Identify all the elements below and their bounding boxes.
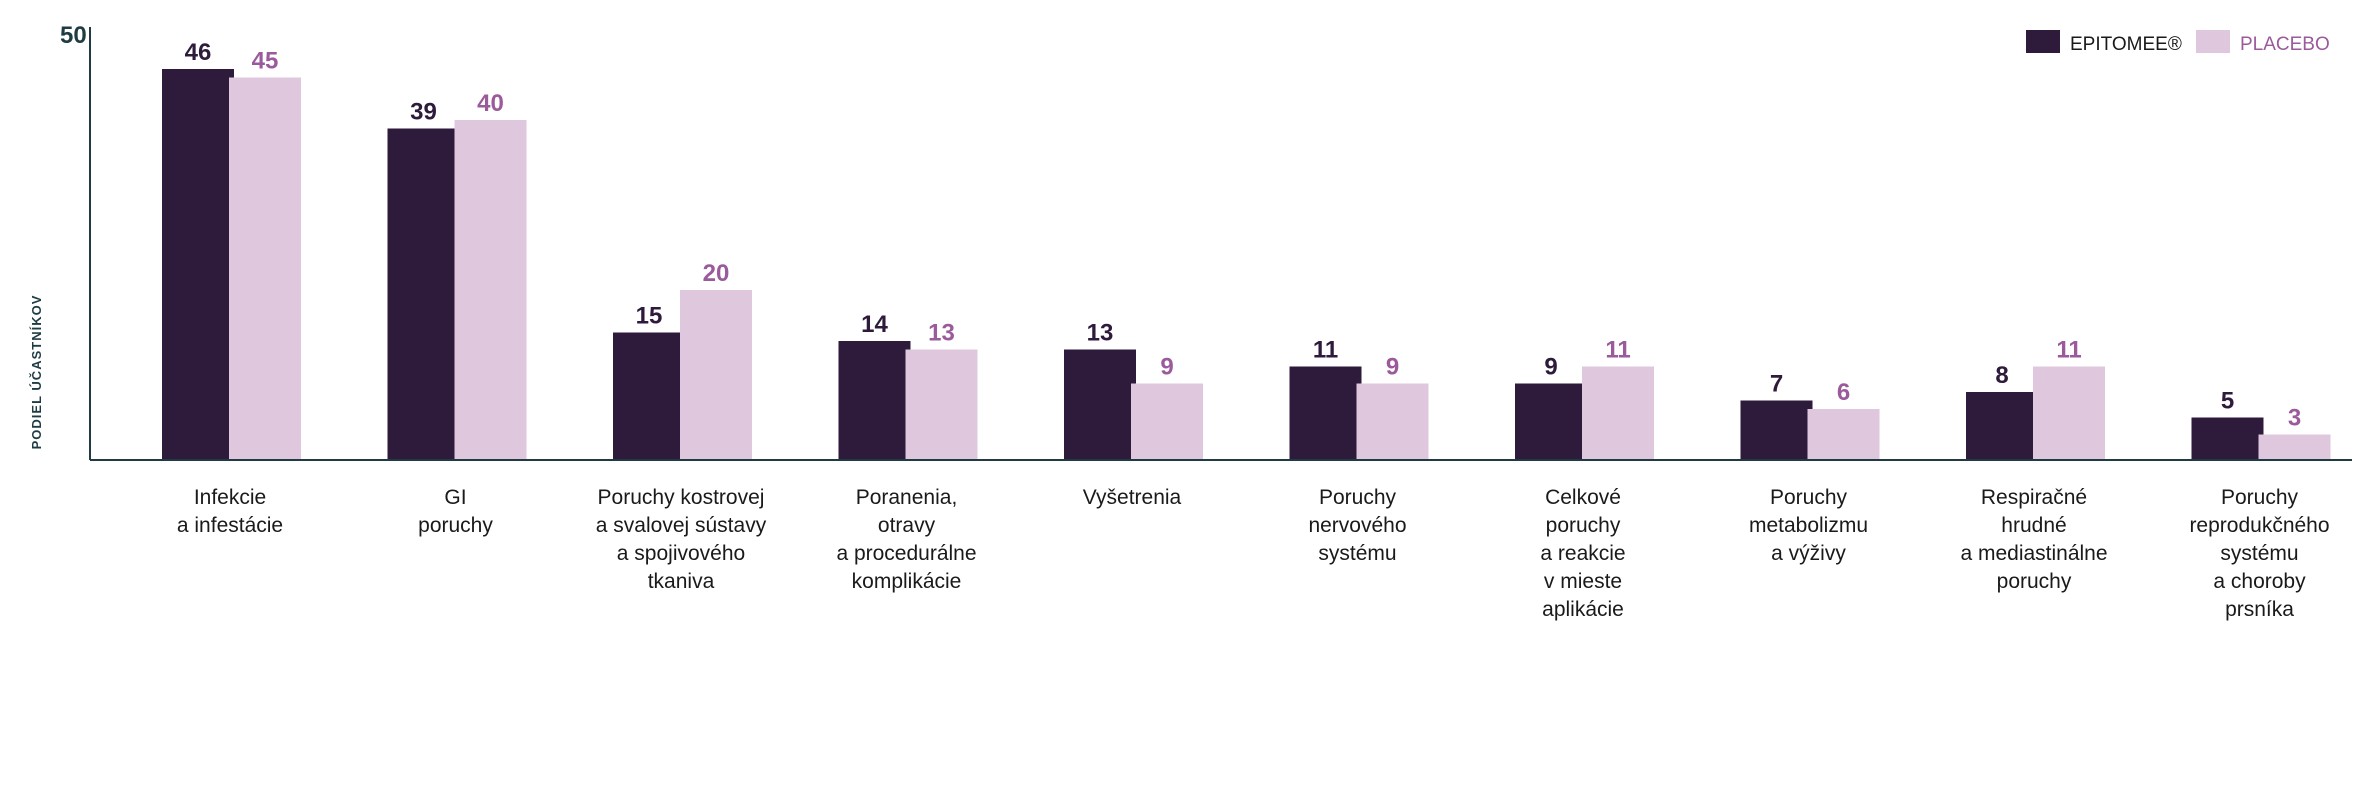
bar-epitomee-10 [2191,417,2264,460]
y-axis-title: PODIEL ÚČASTNÍKOV [29,295,44,450]
legend: EPITOMEE® PLACEBO [2026,30,2330,55]
data-label-placebo-8: 6 [1837,379,1850,406]
category-label-5: Vyšetrenia [1083,486,1182,509]
category-label-line: Poranenia, [856,486,958,509]
category-label-line: nervového [1308,514,1406,537]
category-label-1: Infekcie a infestácie [177,486,283,537]
category-label-2: GI poruchy [418,486,493,537]
bar-epitomee-2 [387,128,460,460]
data-label-epitomee-1: 46 [185,39,212,66]
category-label-line: a choroby [2213,570,2306,593]
y-tick-label-50: 50 [60,22,87,49]
category-label-line: metabolizmu [1749,514,1868,537]
category-label-line: poruchy [418,514,493,537]
bar-placebo-7 [1582,366,1654,460]
data-label-epitomee-10: 5 [2221,388,2234,415]
category-label-line: poruchy [1997,570,2072,593]
category-label-6: Poruchy nervového systému [1308,486,1406,565]
data-label-placebo-7: 11 [1605,337,1630,364]
category-label-line: v mieste [1544,570,1622,593]
category-label-line: Poruchy [1770,486,1848,509]
category-label-line: Celkové [1545,486,1621,509]
category-label-9: Respiračné hrudné a mediastinálne poruchy [1960,486,2107,593]
bar-epitomee-4 [838,341,911,460]
data-label-placebo-4: 13 [928,320,955,347]
legend-swatch-epitomee [2026,30,2060,53]
bar-epitomee-6 [1289,366,1362,460]
category-label-line: komplikácie [852,570,962,593]
category-label-line: GI [444,486,466,509]
category-label-line: otravy [878,514,936,537]
bar-epitomee-7 [1515,383,1587,460]
category-label-line: a mediastinálne [1960,542,2107,565]
data-label-placebo-6: 9 [1386,354,1399,381]
bars-layer [162,69,2331,460]
category-label-line: prsníka [2225,598,2294,621]
category-label-10: Poruchy reprodukčného systému a choroby prsn… [2189,486,2329,621]
category-label-line: Poruchy kostrovej [598,486,765,509]
category-label-line: a svalovej sústavy [596,514,767,537]
category-label-line: systému [2220,542,2298,565]
category-label-line: tkaniva [648,570,715,593]
bar-placebo-5 [1131,383,1203,460]
data-label-epitomee-8: 7 [1770,371,1783,398]
bar-placebo-9 [2033,366,2105,460]
legend-swatch-placebo [2196,30,2230,53]
bar-placebo-8 [1807,409,1880,460]
data-label-epitomee-9: 8 [1995,362,2008,389]
bar-placebo-4 [905,349,978,460]
category-label-line: Vyšetrenia [1083,486,1182,509]
category-label-8: Poruchy metabolizmu a výživy [1749,486,1868,565]
category-label-line: hrudné [2001,514,2066,537]
data-label-epitomee-4: 14 [861,311,888,338]
bar-placebo-2 [454,120,527,460]
bar-placebo-3 [680,290,752,460]
legend-label-placebo: PLACEBO [2240,34,2330,55]
bar-placebo-6 [1356,383,1429,460]
data-label-placebo-10: 3 [2288,405,2301,432]
category-label-line: Poruchy [2221,486,2299,509]
category-label-line: Poruchy [1319,486,1397,509]
category-label-line: aplikácie [1542,598,1624,621]
value-labels-layer: 46 45 39 40 15 20 14 13 13 9 11 9 9 11 7 6 8 11 5 3 [185,39,2302,432]
data-label-placebo-5: 9 [1160,354,1173,381]
category-label-line: a spojivového [617,542,745,565]
data-label-epitomee-6: 11 [1313,337,1338,364]
category-label-line: a výživy [1771,542,1846,565]
axes-layer: 50 PODIEL ÚČASTNÍKOV [29,22,2352,461]
data-label-placebo-9: 11 [2056,337,2081,364]
category-label-line: Infekcie [194,486,266,509]
bar-placebo-10 [2258,434,2331,460]
category-label-line: a reakcie [1540,542,1625,565]
bar-epitomee-3 [613,332,685,460]
data-label-epitomee-2: 39 [410,99,437,126]
data-label-epitomee-5: 13 [1087,320,1114,347]
bar-epitomee-8 [1740,400,1813,460]
legend-label-epitomee: EPITOMEE® [2070,34,2182,55]
category-label-line: a infestácie [177,514,283,537]
category-label-line: systému [1318,542,1396,565]
data-label-placebo-3: 20 [703,260,730,287]
bar-placebo-1 [229,77,301,460]
bar-epitomee-5 [1064,349,1136,460]
data-label-placebo-2: 40 [477,90,504,117]
category-label-line: Respiračné [1981,486,2087,509]
bar-epitomee-1 [162,69,234,460]
data-label-epitomee-7: 9 [1544,354,1557,381]
category-label-7: Celkové poruchy a reakcie v mieste aplikácie [1540,486,1625,621]
data-label-placebo-1: 45 [252,48,279,75]
data-label-epitomee-3: 15 [636,303,663,330]
category-label-line: poruchy [1546,514,1621,537]
category-label-line: reprodukčného [2189,514,2329,537]
category-labels-layer: Infekcie a infestácie GI poruchy Poruchy kos… [177,486,2330,621]
category-label-4: Poranenia, otravy a procedurálne komplikáci… [836,486,976,593]
category-label-3: Poruchy kostrovej a svalovej sústavy a spo… [596,486,767,593]
bar-epitomee-9 [1966,392,2038,460]
category-label-line: a procedurálne [836,542,976,565]
